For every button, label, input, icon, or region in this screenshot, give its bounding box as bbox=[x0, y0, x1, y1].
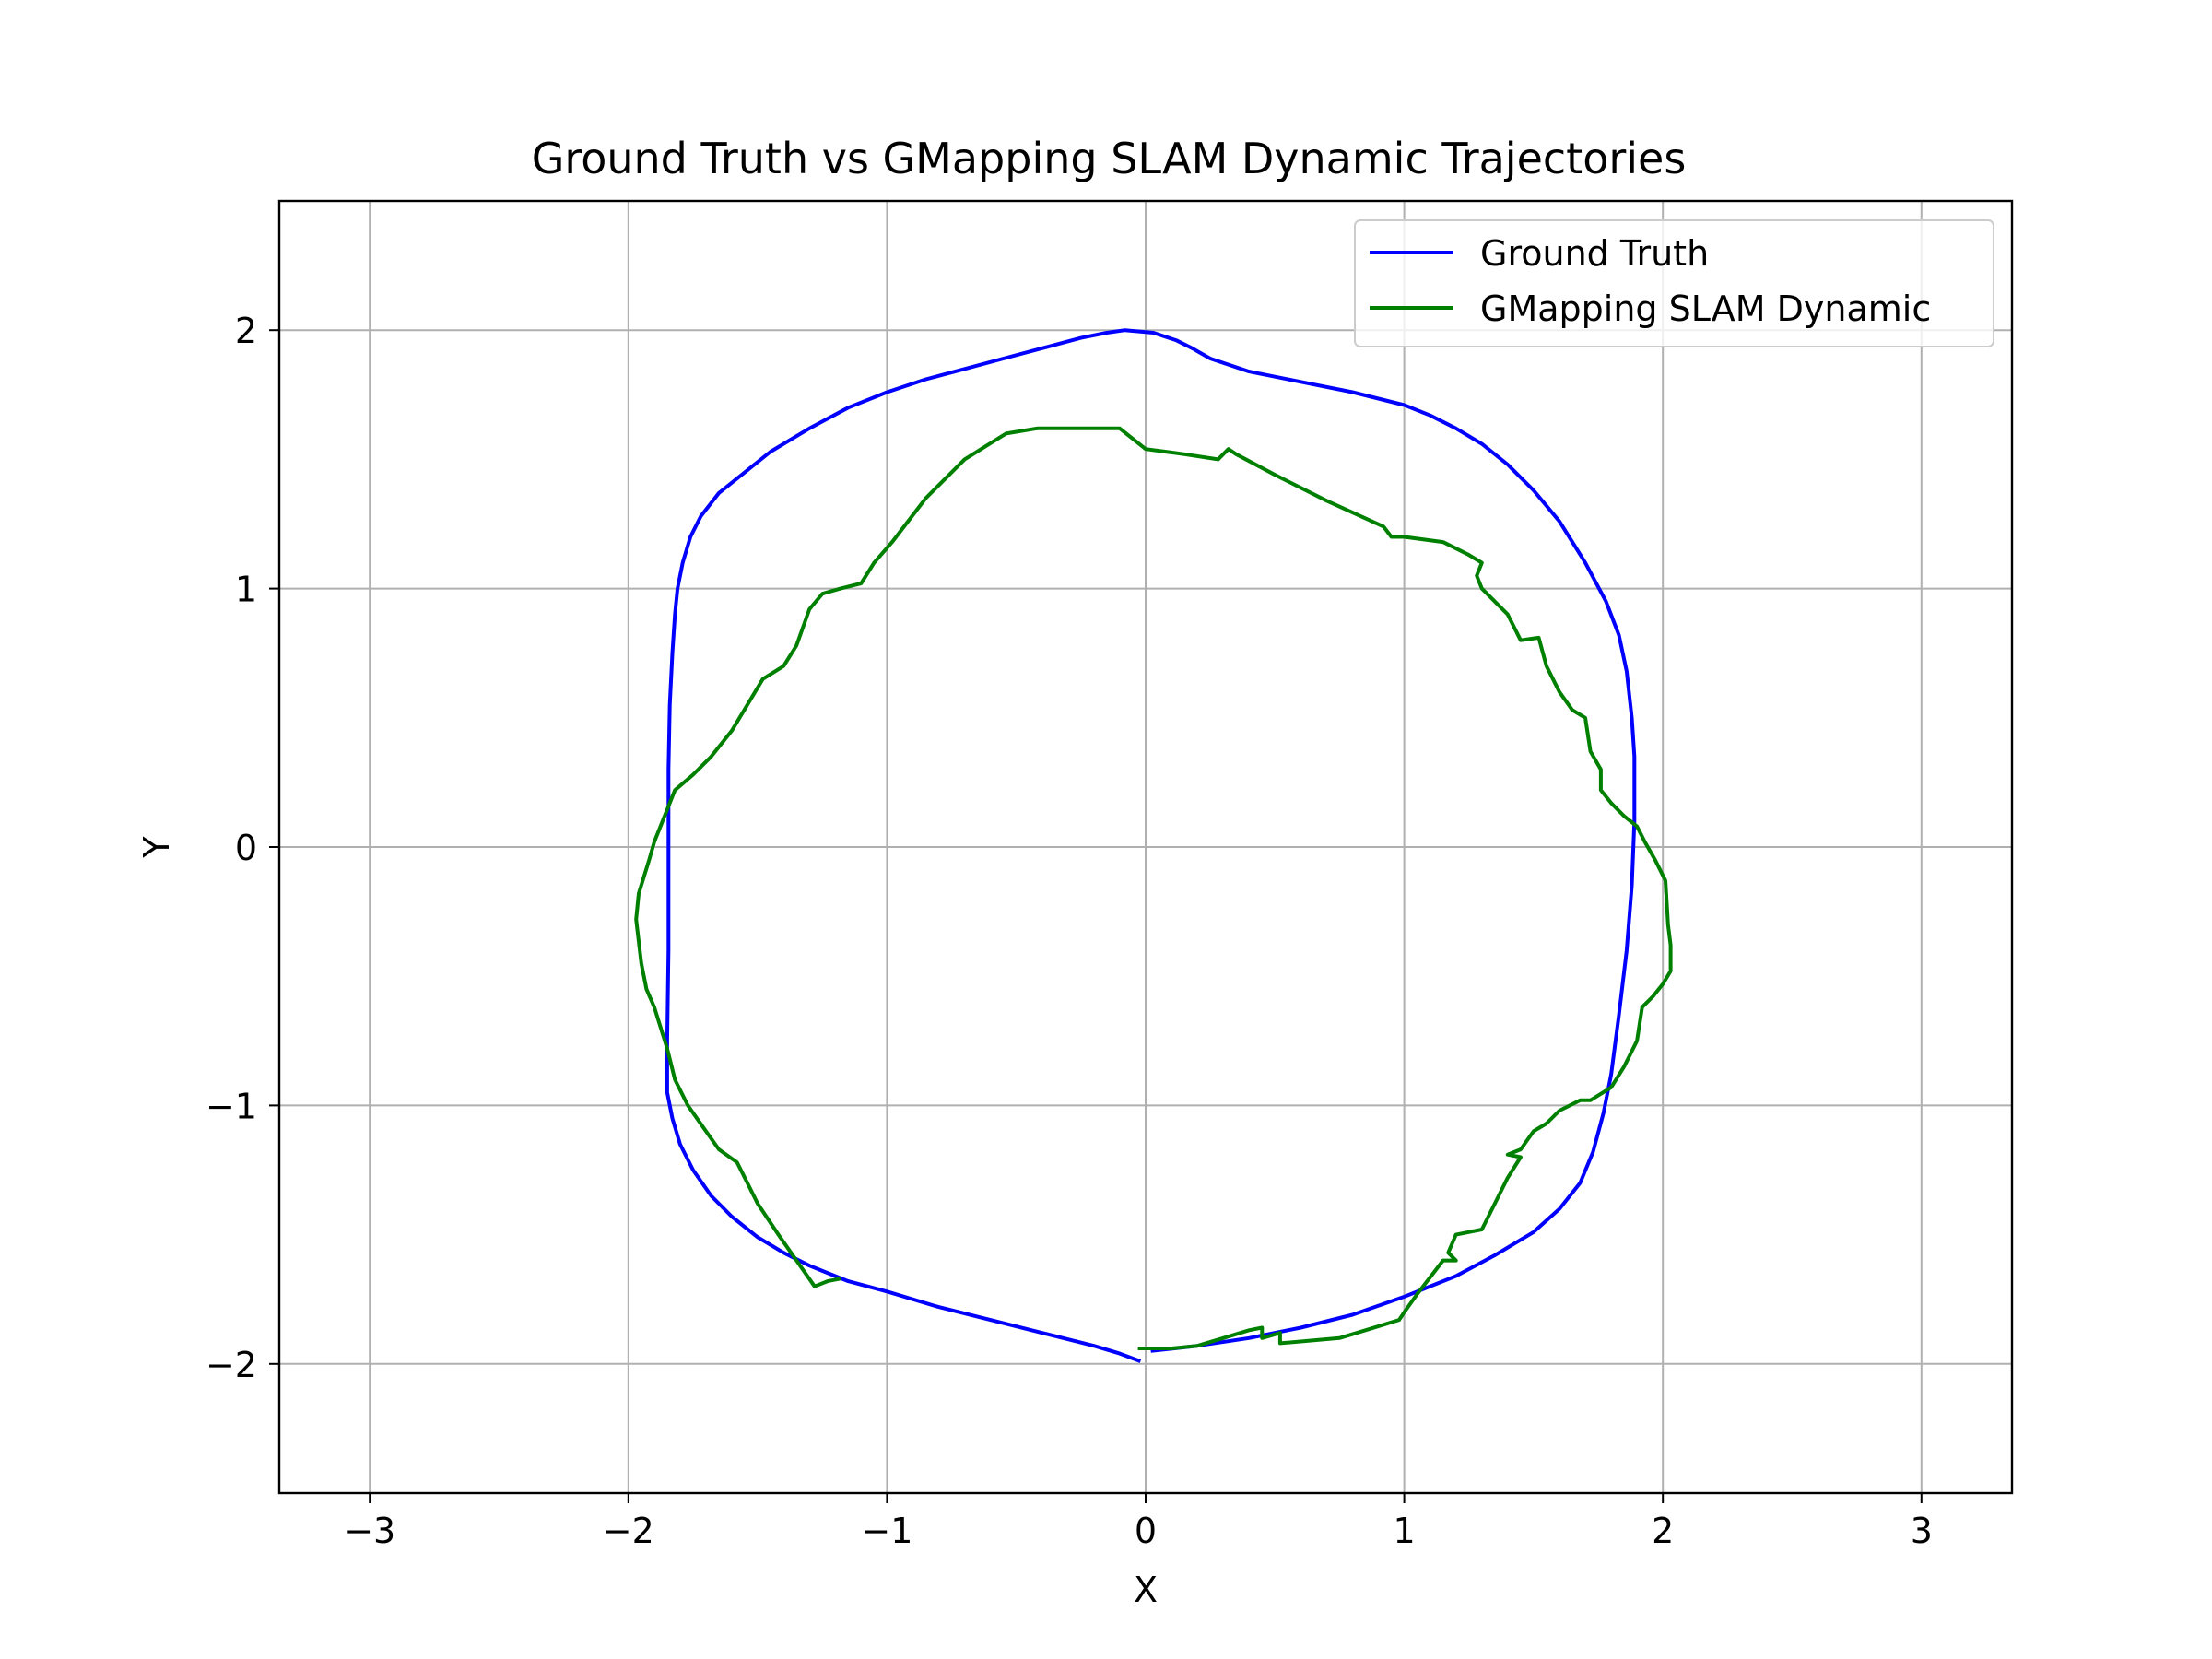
y-tick-label: 0 bbox=[235, 828, 257, 868]
legend-label-ground-truth: Ground Truth bbox=[1480, 233, 1709, 274]
legend: Ground Truth GMapping SLAM Dynamic bbox=[1354, 219, 1994, 347]
x-tick-label: −1 bbox=[861, 1511, 912, 1551]
plot-series bbox=[634, 328, 1673, 1363]
x-axis-ticks: −3 −2 −1 0 1 2 3 bbox=[344, 1493, 1933, 1551]
x-tick-label: 0 bbox=[1135, 1511, 1157, 1551]
x-axis-label: X bbox=[1134, 1570, 1158, 1610]
grid bbox=[279, 201, 2012, 1493]
y-axis-label: Y bbox=[136, 836, 177, 859]
y-tick-label: −1 bbox=[206, 1086, 257, 1126]
x-tick-label: 3 bbox=[1911, 1511, 1933, 1551]
legend-box bbox=[1354, 219, 1994, 347]
y-tick-label: 2 bbox=[235, 311, 257, 351]
x-tick-label: −2 bbox=[603, 1511, 654, 1551]
series-line-gmapping-slam-dynamic bbox=[634, 426, 1673, 1350]
series-line-ground-truth bbox=[665, 328, 1637, 1363]
x-tick-label: 2 bbox=[1652, 1511, 1674, 1551]
y-tick-label: −2 bbox=[206, 1345, 257, 1385]
y-tick-label: 1 bbox=[235, 570, 257, 610]
chart-title: Ground Truth vs GMapping SLAM Dynamic Tr… bbox=[532, 134, 1687, 183]
x-tick-label: 1 bbox=[1394, 1511, 1416, 1551]
y-axis-ticks: −2 −1 0 1 2 bbox=[206, 311, 279, 1385]
x-tick-label: −3 bbox=[344, 1511, 395, 1551]
legend-label-gmapping-slam-dynamic: GMapping SLAM Dynamic bbox=[1480, 288, 1931, 329]
